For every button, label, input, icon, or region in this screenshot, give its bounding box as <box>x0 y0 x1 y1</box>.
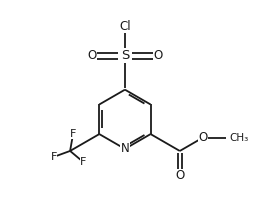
Text: O: O <box>153 49 163 62</box>
Text: S: S <box>121 49 129 62</box>
Text: CH₃: CH₃ <box>229 133 248 143</box>
Text: O: O <box>87 49 97 62</box>
Text: Cl: Cl <box>119 20 131 33</box>
Text: O: O <box>175 169 184 182</box>
Text: F: F <box>80 157 87 167</box>
Text: O: O <box>198 131 208 144</box>
Text: F: F <box>70 129 76 139</box>
Text: F: F <box>51 152 57 162</box>
Text: N: N <box>121 142 129 155</box>
